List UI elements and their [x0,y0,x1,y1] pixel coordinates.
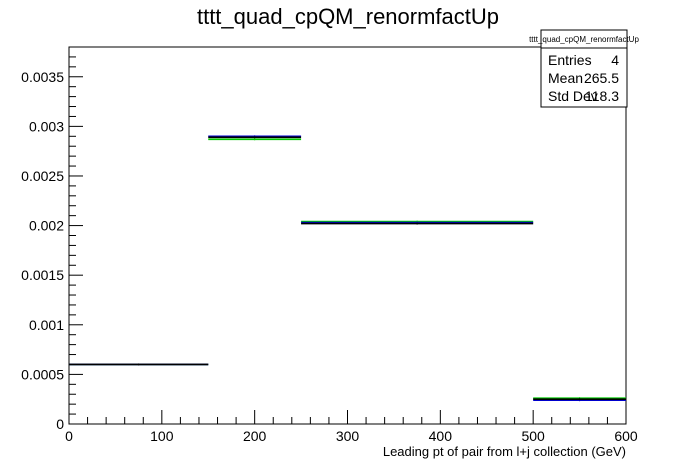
y-tick-label: 0.0025 [21,168,64,184]
x-axis-label: Leading pt of pair from l+j collection (… [383,444,626,459]
x-tick-label: 400 [429,428,453,444]
x-tick-label: 0 [65,428,73,444]
stats-mean-value: 265.5 [584,70,619,86]
x-axis: 0 100 200 300 400 500 600 [65,410,638,444]
y-tick-label: 0.003 [29,118,64,134]
chart-title: tttt_quad_cpQM_renormfactUp [197,4,499,29]
y-tick-label: 0.0035 [21,69,64,85]
x-tick-label: 300 [336,428,360,444]
stats-stddev-value: 118.3 [585,88,619,104]
stats-entries-label: Entries [548,52,592,68]
y-tick-label: 0.0005 [21,366,64,382]
x-tick-label: 100 [150,428,174,444]
y-tick-label: 0.002 [29,218,64,234]
stats-stddev-label: Std Dev [548,88,598,104]
stats-mean-label: Mean [548,70,583,86]
stats-entries-value: 4 [611,52,619,68]
y-tick-label: 0 [56,416,64,432]
stats-title: tttt_quad_cpQM_renormfactUp [529,35,639,44]
y-tick-label: 0.0015 [21,267,64,283]
y-axis: 0 0.0005 0.001 0.0015 0.002 0.0025 0.003 0.0035 [21,46,83,432]
y-tick-label: 0.001 [29,317,64,333]
histogram-bars [69,135,626,402]
x-tick-label: 600 [614,428,638,444]
x-tick-label: 200 [243,428,267,444]
stats-box: tttt_quad_cpQM_renormfactUp Entries 4 Me… [529,29,639,108]
x-tick-label: 500 [521,428,545,444]
